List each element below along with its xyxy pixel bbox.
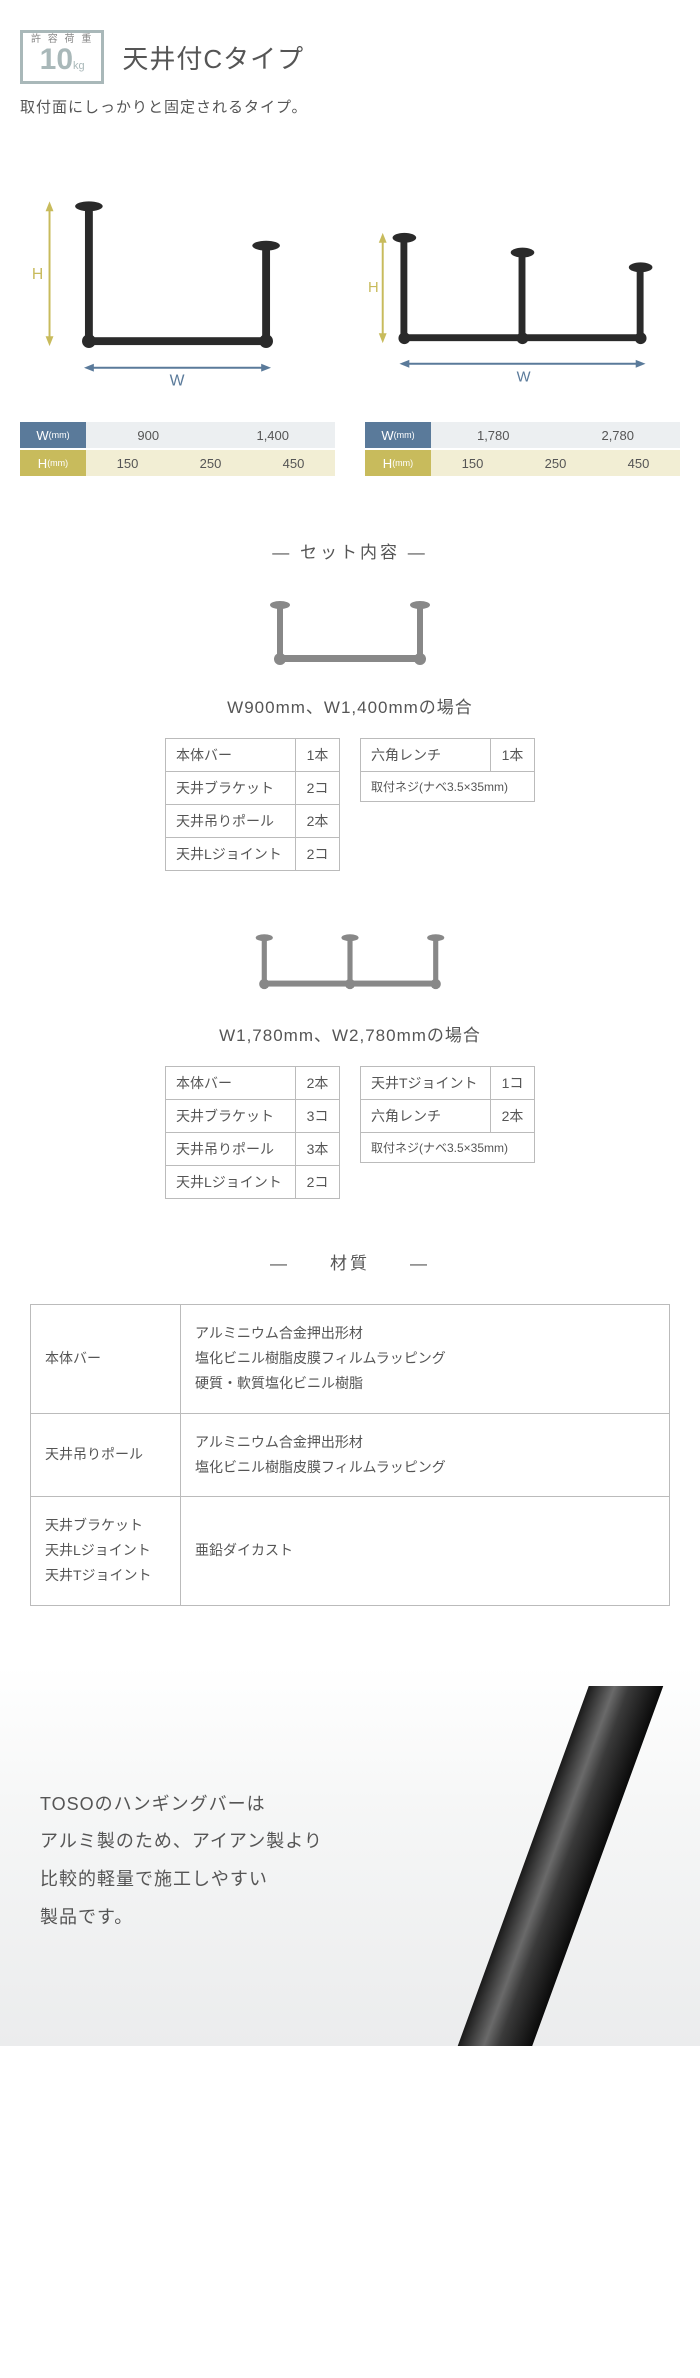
set-subtitle: W1,780mm、W2,780mmの場合 <box>20 1021 680 1046</box>
part-qty: 2本 <box>296 1067 340 1100</box>
table-row: 天井ブラケット天井Lジョイント天井Tジョイント亜鉛ダイカスト <box>31 1496 670 1605</box>
dim-cell: 450 <box>252 450 335 476</box>
diagram-long: H W <box>365 187 680 392</box>
page-title: 天井付Cタイプ <box>122 39 304 76</box>
material-name: 天井ブラケット天井Lジョイント天井Tジョイント <box>31 1496 181 1605</box>
part-name: 天井Lジョイント <box>166 838 296 871</box>
dim-cell: 1,780 <box>431 422 556 448</box>
table-row: 本体バー2本 <box>166 1067 340 1100</box>
part-name: 天井ブラケット <box>166 1100 296 1133</box>
dim-row: H(mm)150250450 <box>20 450 335 476</box>
diagram-short-svg: H W <box>20 187 335 387</box>
part-name: 天井ブラケット <box>166 772 296 805</box>
dim-cell: 150 <box>86 450 169 476</box>
material-desc: アルミニウム合金押出形材塩化ビニル樹脂皮膜フィルムラッピング硬質・軟質塩化ビニル… <box>181 1305 670 1414</box>
dim-cell: 1,400 <box>211 422 336 448</box>
table-row: 天井吊りポール2本 <box>166 805 340 838</box>
dim-row: W(mm)1,7802,780 <box>365 422 680 448</box>
set-block-1: W1,780mm、W2,780mmの場合本体バー2本天井ブラケット3コ天井吊りポ… <box>20 921 680 1199</box>
part-qty: 3本 <box>296 1133 340 1166</box>
diagram-long-svg: H W <box>365 187 680 387</box>
table-row: 天井ブラケット3コ <box>166 1100 340 1133</box>
parts-table: 本体バー2本天井ブラケット3コ天井吊りポール3本天井Lジョイント2コ <box>165 1066 340 1199</box>
dim-cell: 150 <box>431 450 514 476</box>
part-name: 本体バー <box>166 1067 296 1100</box>
part-qty: 2コ <box>296 772 340 805</box>
svg-text:W: W <box>517 370 531 386</box>
part-name: 六角レンチ <box>361 739 491 772</box>
material-desc: アルミニウム合金押出形材塩化ビニル樹脂皮膜フィルムラッピング <box>181 1413 670 1496</box>
part-qty: 3コ <box>296 1100 340 1133</box>
dimension-tables: W(mm)9001,400H(mm)150250450W(mm)1,7802,7… <box>20 422 680 478</box>
table-row: 天井吊りポールアルミニウム合金押出形材塩化ビニル樹脂皮膜フィルムラッピング <box>31 1413 670 1496</box>
parts-table: 天井Tジョイント1コ六角レンチ2本取付ネジ(ナベ3.5×35mm) <box>360 1066 535 1163</box>
parts-row: 本体バー2本天井ブラケット3コ天井吊りポール3本天井Lジョイント2コ天井Tジョイ… <box>20 1066 680 1199</box>
dim-table-0: W(mm)9001,400H(mm)150250450 <box>20 422 335 478</box>
table-row: 天井Tジョイント1コ <box>361 1067 535 1100</box>
part-name: 天井吊りポール <box>166 805 296 838</box>
dim-cell: 450 <box>597 450 680 476</box>
sets-heading: ― セット内容 ― <box>20 538 680 563</box>
footer-section: TOSOのハンギングバーはアルミ製のため、アイアン製より比較的軽量で施工しやすい… <box>0 1666 700 2046</box>
parts-table: 六角レンチ1本取付ネジ(ナベ3.5×35mm) <box>360 738 535 802</box>
part-qty: 2本 <box>491 1100 535 1133</box>
part-qty: 1本 <box>296 739 340 772</box>
dim-row: W(mm)9001,400 <box>20 422 335 448</box>
table-row: 天井Lジョイント2コ <box>166 1166 340 1199</box>
part-qty: 2コ <box>296 1166 340 1199</box>
parts-row: 本体バー1本天井ブラケット2コ天井吊りポール2本天井Lジョイント2コ六角レンチ1… <box>20 738 680 871</box>
table-row: 天井ブラケット2コ <box>166 772 340 805</box>
footer-bar-image <box>300 1686 700 2046</box>
material-name: 本体バー <box>31 1305 181 1414</box>
table-row: 取付ネジ(ナベ3.5×35mm) <box>361 772 535 802</box>
dim-row: H(mm)150250450 <box>365 450 680 476</box>
part-name: 取付ネジ(ナベ3.5×35mm) <box>361 772 535 802</box>
part-name: 天井Lジョイント <box>166 1166 296 1199</box>
part-qty: 2コ <box>296 838 340 871</box>
dim-label-W: W(mm) <box>365 422 431 448</box>
parts-table: 本体バー1本天井ブラケット2コ天井吊りポール2本天井Lジョイント2コ <box>165 738 340 871</box>
weight-badge: 許 容 荷 重 10kg <box>20 30 104 84</box>
dim-label-H: H(mm) <box>365 450 431 476</box>
dim-label-H: H(mm) <box>20 450 86 476</box>
dim-cell: 250 <box>514 450 597 476</box>
part-name: 天井吊りポール <box>166 1133 296 1166</box>
table-row: 六角レンチ1本 <box>361 739 535 772</box>
part-name: 六角レンチ <box>361 1100 491 1133</box>
subtitle: 取付面にしっかりと固定されるタイプ。 <box>20 96 680 117</box>
dim-cell: 900 <box>86 422 211 448</box>
set-subtitle: W900mm、W1,400mmの場合 <box>20 693 680 718</box>
table-row: 天井吊りポール3本 <box>166 1133 340 1166</box>
diagram-short: H W <box>20 187 335 392</box>
weight-num: 10 <box>40 45 73 75</box>
table-row: 本体バー1本 <box>166 739 340 772</box>
dim-cell: 2,780 <box>556 422 681 448</box>
part-qty: 2本 <box>296 805 340 838</box>
dim-label-W: W(mm) <box>20 422 86 448</box>
svg-text:W: W <box>170 372 185 387</box>
svg-text:H: H <box>32 266 43 283</box>
table-row: 天井Lジョイント2コ <box>166 838 340 871</box>
part-qty: 1本 <box>491 739 535 772</box>
part-qty: 1コ <box>491 1067 535 1100</box>
weight-unit: kg <box>73 60 85 72</box>
set-block-0: W900mm、W1,400mmの場合本体バー1本天井ブラケット2コ天井吊りポール… <box>20 593 680 871</box>
part-name: 天井Tジョイント <box>361 1067 491 1100</box>
diagrams-row: H W H <box>20 187 680 392</box>
table-row: 取付ネジ(ナベ3.5×35mm) <box>361 1133 535 1163</box>
part-name: 取付ネジ(ナベ3.5×35mm) <box>361 1133 535 1163</box>
material-name: 天井吊りポール <box>31 1413 181 1496</box>
table-row: 本体バーアルミニウム合金押出形材塩化ビニル樹脂皮膜フィルムラッピング硬質・軟質塩… <box>31 1305 670 1414</box>
header: 許 容 荷 重 10kg 天井付Cタイプ <box>20 30 680 84</box>
table-row: 六角レンチ2本 <box>361 1100 535 1133</box>
dim-cell: 250 <box>169 450 252 476</box>
material-heading: ― 材質 ― <box>20 1249 680 1274</box>
part-name: 本体バー <box>166 739 296 772</box>
svg-text:H: H <box>368 280 379 296</box>
material-table: 本体バーアルミニウム合金押出形材塩化ビニル樹脂皮膜フィルムラッピング硬質・軟質塩… <box>30 1304 670 1606</box>
dim-table-1: W(mm)1,7802,780H(mm)150250450 <box>365 422 680 478</box>
material-desc: 亜鉛ダイカスト <box>181 1496 670 1605</box>
